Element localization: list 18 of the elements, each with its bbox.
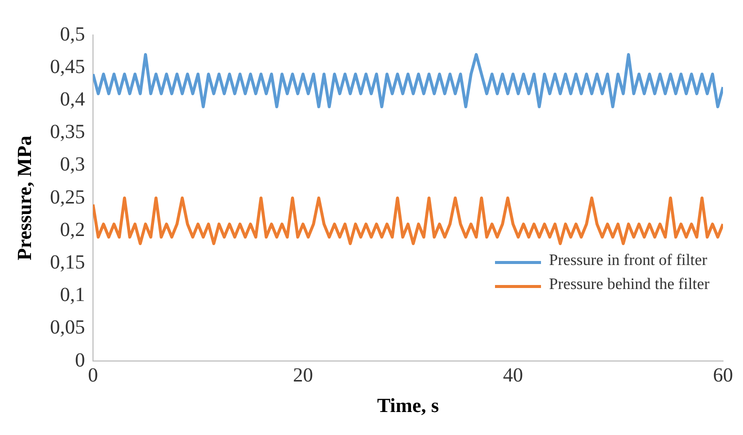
y-tick-label: 0,25 [50, 186, 85, 208]
y-tick-label: 0,45 [50, 56, 85, 78]
legend-label: Pressure in front of filter [549, 252, 708, 270]
y-tick-label: 0 [75, 349, 85, 372]
x-tick-label: 40 [503, 364, 523, 386]
y-tick-label: 0,5 [60, 23, 85, 46]
legend-label: Pressure behind the filter [549, 276, 710, 294]
y-tick-label: 0,4 [60, 88, 85, 110]
x-tick-label: 60 [713, 364, 733, 386]
x-axis-title: Time, s [377, 395, 440, 418]
y-tick-label: 0,2 [60, 218, 85, 241]
y-tick-label: 0,15 [50, 251, 85, 274]
x-tick-label: 20 [293, 364, 313, 386]
y-tick-label: 0,05 [50, 316, 85, 339]
y-tick-label: 0,35 [50, 121, 85, 144]
y-tick-label: 0,3 [60, 154, 85, 176]
y-tick-label: 0,1 [60, 284, 85, 306]
y-axis-title: Pressure, MPa [14, 136, 36, 260]
